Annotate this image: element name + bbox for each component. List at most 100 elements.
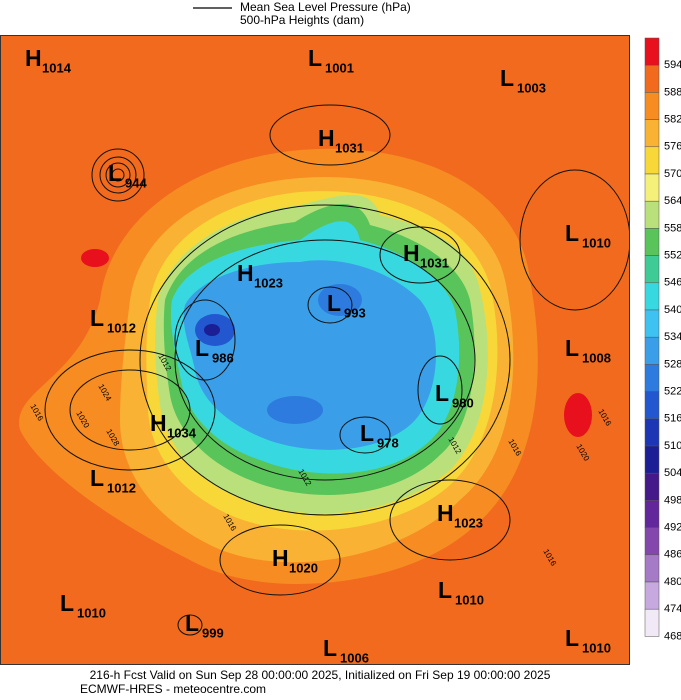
colorbar-label: 582 (664, 114, 681, 126)
center-value: 1010 (455, 592, 484, 607)
center-value: 978 (377, 435, 399, 450)
center-value: 1012 (107, 320, 136, 335)
center-type: H (25, 45, 42, 71)
colorbar-box (644, 554, 660, 583)
colorbar-box (644, 581, 660, 610)
center-value: 1014 (42, 60, 72, 75)
center-type: H (318, 125, 335, 151)
colorbar-box (644, 228, 660, 256)
center-value: 993 (344, 305, 366, 320)
center-type: L (90, 465, 104, 491)
center-type: L (108, 160, 122, 186)
center-value: 1020 (289, 560, 318, 575)
colorbar-box (644, 92, 660, 120)
colorbar-box (644, 119, 660, 148)
center-value: 1034 (167, 425, 197, 440)
center-type: L (60, 590, 74, 616)
field-patch (81, 249, 109, 267)
isobars (44, 104, 630, 636)
center-type: L (565, 335, 579, 361)
colorbar-box (644, 472, 660, 501)
center-type: L (565, 625, 579, 651)
colorbar-box (644, 64, 660, 93)
colorbar-label: 510 (664, 440, 681, 452)
colorbar-box (644, 255, 660, 284)
center-type: L (327, 290, 341, 316)
center-value: 1010 (582, 235, 611, 250)
center-type: L (195, 335, 209, 361)
colorbar-label: 588 (664, 86, 681, 98)
colorbar-box (644, 336, 660, 365)
colorbar-label: 570 (664, 168, 681, 180)
colorbar-label: 558 (664, 222, 681, 234)
legend-text: Mean Sea Level Pressure (hPa) (240, 0, 411, 14)
footer-text: 216-h Fcst Valid on Sun Sep 28 00:00:00 … (90, 668, 551, 682)
field-patch (204, 324, 220, 336)
colorbar-label: 486 (664, 549, 681, 561)
colorbar-label: 492 (664, 522, 681, 534)
center-value: 1031 (335, 140, 364, 155)
colorbar-box (644, 37, 660, 66)
footer-text: ECMWF-HRES - meteocentre.com (80, 682, 266, 696)
colorbar-label: 552 (664, 250, 681, 262)
colorbar-box (644, 608, 660, 637)
center-type: L (435, 380, 449, 406)
colorbar-box (644, 445, 660, 474)
center-type: L (565, 220, 579, 246)
colorbar-label: 498 (664, 494, 681, 506)
colorbar-label: 474 (664, 603, 681, 615)
center-type: H (150, 410, 167, 436)
colorbar-box (644, 418, 660, 447)
colorbar-box (644, 391, 660, 420)
center-value: 1010 (582, 640, 611, 655)
center-value: 1003 (517, 80, 546, 95)
center-value: 1008 (582, 350, 611, 365)
center-type: H (272, 545, 289, 571)
colorbar-label: 540 (664, 304, 681, 316)
center-value: 1023 (454, 515, 483, 530)
center-type: L (360, 420, 374, 446)
center-type: L (185, 610, 199, 636)
colorbar-label: 528 (664, 358, 681, 370)
center-type: L (438, 577, 452, 603)
field-patch (318, 284, 362, 316)
colorbar-label: 546 (664, 277, 681, 289)
center-type: L (500, 65, 514, 91)
center-value: 999 (202, 625, 224, 640)
colorbar-label: 516 (664, 413, 681, 425)
colorbar-label: 534 (664, 331, 681, 343)
colorbar-box (644, 309, 660, 338)
colorbar-label: 504 (664, 467, 681, 479)
colorbar-box (644, 364, 660, 392)
center-value: 1006 (340, 650, 369, 665)
center-type: L (90, 305, 104, 331)
center-value: 1001 (325, 60, 354, 75)
colorbar-box (644, 282, 660, 311)
center-value: 1010 (77, 605, 106, 620)
colorbar-box (644, 200, 660, 229)
colorbar: 594 588 582 576 570 564 558 552 546 540 534 528 522 5… (644, 37, 681, 642)
colorbar-label: 564 (664, 195, 681, 207)
colorbar-label: 594 (664, 59, 681, 71)
field-528 (183, 260, 437, 450)
colorbar-box (644, 146, 660, 175)
center-value: 1031 (420, 255, 449, 270)
center-value: 1012 (107, 480, 136, 495)
colorbar-box (644, 527, 660, 556)
center-type: H (237, 260, 254, 286)
center-type: L (308, 45, 322, 71)
center-type: H (437, 500, 454, 526)
field-patch (564, 393, 592, 437)
colorbar-label: 522 (664, 386, 681, 398)
colorbar-box (644, 500, 660, 528)
colorbar-label: 468 (664, 630, 681, 642)
center-value: 986 (212, 350, 234, 365)
center-value: 944 (125, 175, 147, 190)
center-value: 1023 (254, 275, 283, 290)
center-value: 980 (452, 395, 474, 410)
colorbar-label: 576 (664, 141, 681, 153)
field-patch (267, 396, 323, 424)
map-frame (0, 35, 630, 665)
